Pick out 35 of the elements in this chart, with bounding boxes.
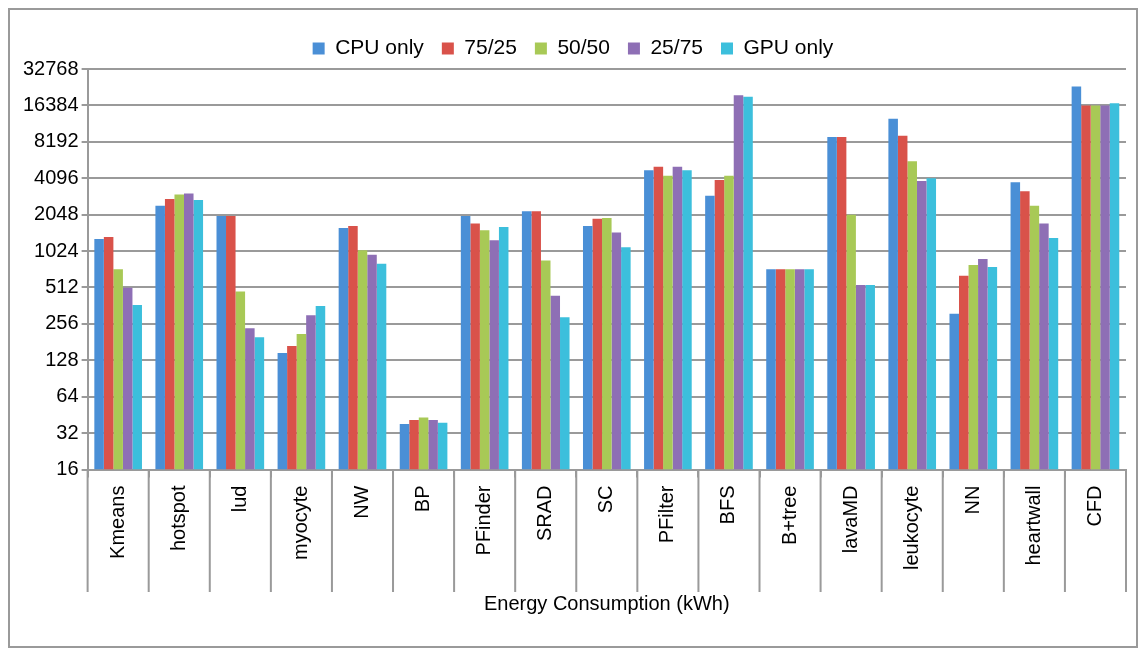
y-tick-label: 2048 bbox=[34, 202, 79, 225]
x-tick-label: myocyte bbox=[288, 485, 311, 560]
x-tick-label: lavaMD bbox=[838, 485, 861, 554]
x-tick-label: BFS bbox=[716, 485, 739, 525]
y-tick-label: 64 bbox=[56, 384, 79, 407]
y-tick-label: 32 bbox=[56, 420, 79, 443]
y-tick-label: 8192 bbox=[34, 129, 79, 152]
x-tick-label: NW bbox=[350, 485, 372, 519]
y-tick-label: 32768 bbox=[22, 56, 79, 79]
x-tick-label: PFinder bbox=[472, 485, 495, 556]
legend-label: CPU only bbox=[335, 35, 425, 59]
x-tick-label: SRAD bbox=[533, 485, 556, 542]
y-tick-label: 512 bbox=[45, 274, 79, 297]
x-tick-label: hotspot bbox=[166, 485, 189, 552]
y-tick-label: 1024 bbox=[34, 238, 79, 261]
x-tick-label: BP bbox=[411, 485, 434, 513]
x-tick-label: leukocyte bbox=[899, 485, 922, 571]
x-tick-label: CFD bbox=[1082, 485, 1105, 527]
x-axis-title: Energy Consumption (kWh) bbox=[483, 591, 730, 614]
x-tick-label: heartwall bbox=[1021, 485, 1044, 566]
y-tick-label: 4096 bbox=[34, 165, 79, 188]
y-tick-label: 128 bbox=[45, 347, 79, 370]
x-tick-label: SC bbox=[594, 485, 617, 514]
legend-label: 25/75 bbox=[650, 35, 703, 59]
x-tick-label: B+tree bbox=[777, 485, 800, 545]
y-tick-label: 16 bbox=[56, 457, 79, 480]
legend-label: 75/25 bbox=[464, 35, 517, 59]
legend-label: GPU only bbox=[743, 35, 834, 59]
y-tick-label: 256 bbox=[45, 311, 79, 334]
y-tick-label: 16384 bbox=[22, 92, 79, 115]
x-tick-label: PFilter bbox=[655, 485, 678, 544]
x-tick-label: Kmeans bbox=[105, 485, 128, 559]
legend-label: 50/50 bbox=[557, 35, 610, 59]
x-tick-label: NN bbox=[960, 485, 983, 515]
x-tick-label: lud bbox=[227, 485, 250, 513]
